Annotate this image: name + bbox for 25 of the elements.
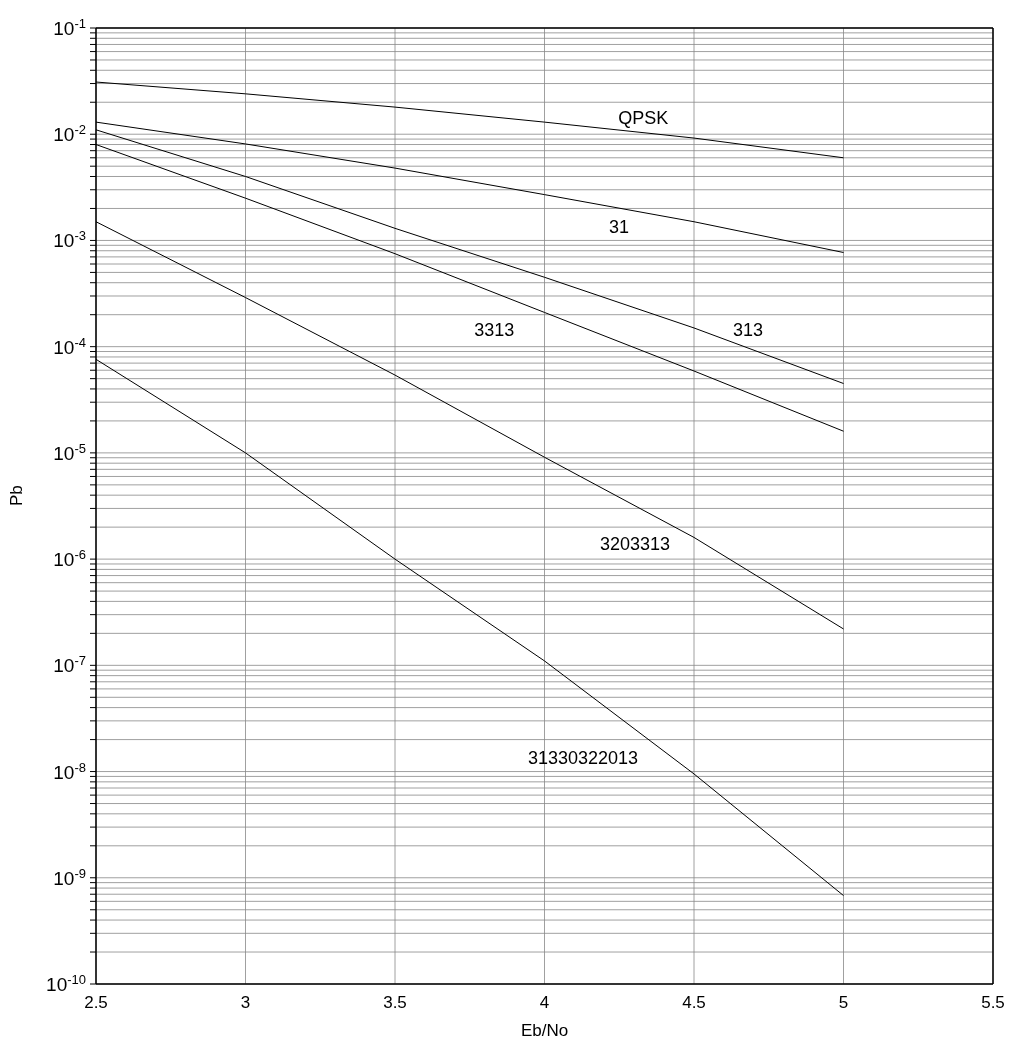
y-tick-label: 10$^{-8}$	[53, 759, 86, 783]
x-tick-label: 5.5	[981, 993, 1005, 1012]
y-tick-label: 10$^{-4}$	[53, 334, 86, 358]
x-tick-label: 4	[539, 993, 550, 1012]
y-tick-label: 10$^{-2}$	[53, 121, 86, 146]
y-tick-label: 10$^{-10}$	[46, 971, 86, 995]
y-tick-label: 10$^{-6}$	[53, 546, 86, 571]
y-tick-label: 10$^{-1}$	[53, 15, 86, 39]
y-tick-label: 10$^{-3}$	[53, 227, 86, 252]
y-tick-label: 10$^{-5}$	[53, 440, 86, 464]
x-tick-label: 3	[240, 993, 251, 1012]
y-axis-title: Pb	[7, 485, 27, 506]
x-tick-label: 3.5	[383, 993, 407, 1012]
series-label: 3313	[474, 320, 515, 341]
series-label: 31330322013	[528, 748, 639, 769]
series-label: 313	[733, 320, 764, 341]
x-tick-label: 4.5	[682, 993, 706, 1012]
series-label: 3203313	[600, 534, 671, 555]
series-label: QPSK	[618, 107, 669, 128]
x-tick-label: 2.5	[84, 993, 108, 1012]
x-axis-title: Eb/No	[520, 1021, 569, 1040]
x-tick-label: 5	[838, 993, 849, 1012]
y-tick-label: 10$^{-7}$	[53, 652, 86, 677]
series-label: 31	[608, 216, 629, 237]
y-tick-label: 10$^{-9}$	[53, 865, 86, 889]
